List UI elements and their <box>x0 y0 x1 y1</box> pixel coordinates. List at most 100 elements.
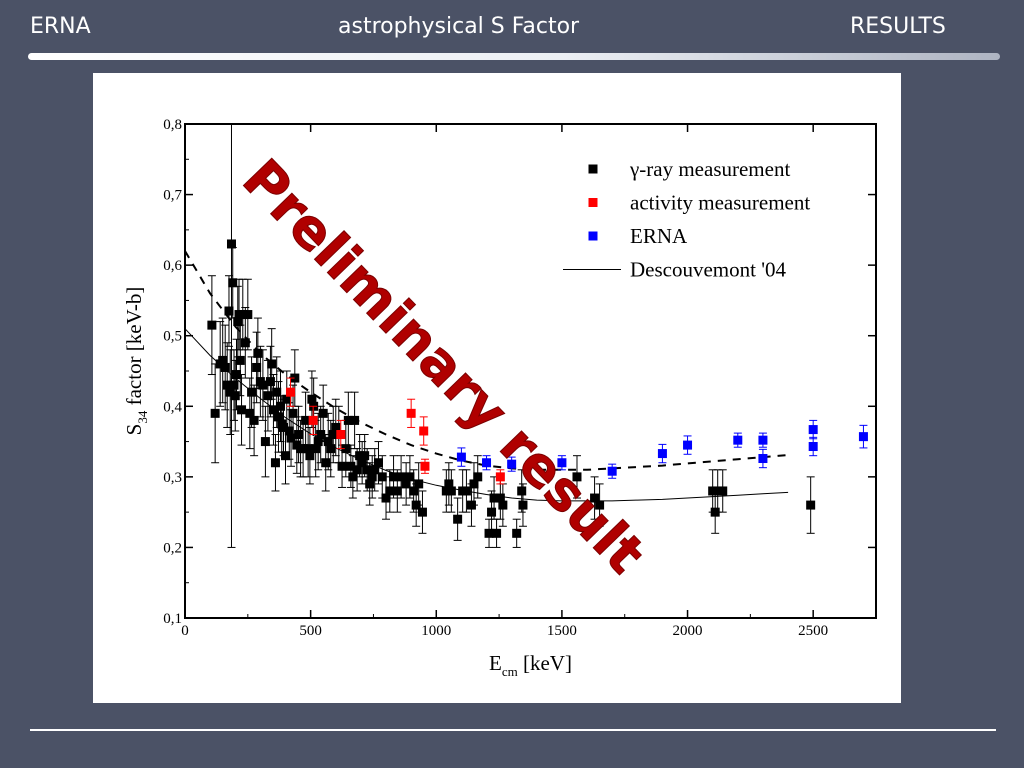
gamma-point <box>401 479 411 489</box>
gamma-point <box>328 430 338 440</box>
gamma-point <box>385 486 395 496</box>
y-tick-label: 0,8 <box>163 117 182 133</box>
gamma-point <box>590 493 600 503</box>
gamma-point <box>469 479 479 489</box>
x-tick-label: 1500 <box>547 623 577 639</box>
gamma-point <box>326 444 336 454</box>
descouvemont-curve <box>185 328 789 502</box>
gamma-point <box>318 408 328 418</box>
gamma-point <box>343 415 353 425</box>
gamma-point <box>323 437 333 447</box>
gamma-point <box>305 451 315 461</box>
header-divider-bar <box>28 53 1000 60</box>
legend-label: ERNA <box>630 224 688 248</box>
gamma-point <box>258 380 268 390</box>
gamma-point <box>498 500 508 510</box>
gamma-point <box>417 507 427 517</box>
legend-marker <box>588 198 598 207</box>
gamma-point <box>355 451 365 461</box>
activity-point <box>420 461 430 471</box>
gamma-point <box>268 405 278 415</box>
gamma-point <box>316 430 326 440</box>
gamma-point <box>444 479 454 489</box>
gamma-point <box>370 465 380 475</box>
gamma-point <box>461 486 471 496</box>
gamma-point <box>225 387 235 397</box>
y-tick-label: 0,2 <box>163 540 182 556</box>
x-tick-label: 2000 <box>673 623 703 639</box>
gamma-point <box>247 387 257 397</box>
gamma-point <box>290 373 300 383</box>
gamma-point <box>518 500 528 510</box>
gamma-point <box>311 444 321 454</box>
gamma-point <box>226 239 236 249</box>
erna-point <box>657 449 667 459</box>
gamma-point <box>253 348 263 358</box>
gamma-point <box>207 320 217 330</box>
activity-point <box>336 430 346 440</box>
legend-label: activity measurement <box>630 191 810 215</box>
gamma-point <box>517 486 527 496</box>
x-tick-label: 1000 <box>421 623 451 639</box>
y-tick-label: 0,7 <box>163 188 182 204</box>
gamma-point <box>218 355 228 365</box>
gamma-point <box>337 461 347 471</box>
gamma-point <box>360 451 370 461</box>
gamma-point <box>489 493 499 503</box>
gamma-point <box>572 472 582 482</box>
gamma-point <box>392 486 402 496</box>
gamma-point <box>281 451 291 461</box>
gamma-point <box>270 458 280 468</box>
gamma-point <box>453 514 463 524</box>
gamma-point <box>367 472 377 482</box>
gamma-point <box>362 465 372 475</box>
gamma-point <box>228 278 238 288</box>
y-tick-label: 0,6 <box>163 258 182 274</box>
gamma-point <box>350 415 360 425</box>
erna-point <box>557 458 567 468</box>
gamma-point <box>265 377 275 387</box>
x-tick-label: 2500 <box>798 623 828 639</box>
legend-marker <box>588 164 598 174</box>
gamma-point <box>237 405 247 415</box>
gamma-point <box>229 380 239 390</box>
gamma-point <box>273 412 283 422</box>
gamma-point <box>282 394 292 404</box>
chart-panel: 0,1 0,2 0,3 0,4 0,5 0,6 0,7 0,8 0 500 1000 1500 2000… <box>93 73 901 703</box>
gamma-point <box>224 306 234 316</box>
gamma-point <box>718 486 728 496</box>
gamma-point <box>303 444 313 454</box>
gamma-point <box>357 458 367 468</box>
erna-point <box>758 454 768 464</box>
erna-point <box>507 459 517 469</box>
gamma-point <box>373 458 383 468</box>
erna-point <box>456 452 466 462</box>
activity-point <box>495 472 505 482</box>
y-tick-label: 0,4 <box>163 399 182 415</box>
erna-point <box>683 440 693 450</box>
gamma-point <box>321 458 331 468</box>
erna-point <box>758 435 768 445</box>
gamma-point <box>238 310 248 320</box>
gamma-point <box>260 437 270 447</box>
gamma-point <box>220 362 230 372</box>
erna-point <box>482 458 492 468</box>
gamma-point <box>267 359 277 369</box>
gamma-point <box>381 493 391 503</box>
gamma-point <box>331 422 341 432</box>
gamma-point <box>352 465 362 475</box>
gamma-point <box>230 391 240 401</box>
y-tick-label: 0,1 <box>163 611 182 627</box>
gamma-point <box>346 461 356 471</box>
gamma-point <box>284 426 294 436</box>
activity-point <box>286 387 296 397</box>
gamma-point <box>252 362 262 372</box>
x-tick-label: 0 <box>181 623 189 639</box>
gamma-point <box>232 370 242 380</box>
gamma-point <box>713 486 723 496</box>
erna-point <box>607 466 617 476</box>
activity-point <box>419 426 429 436</box>
gamma-point <box>405 472 415 482</box>
x-axis-label: Ecm [keV] <box>489 651 572 679</box>
gamma-point <box>294 430 304 440</box>
